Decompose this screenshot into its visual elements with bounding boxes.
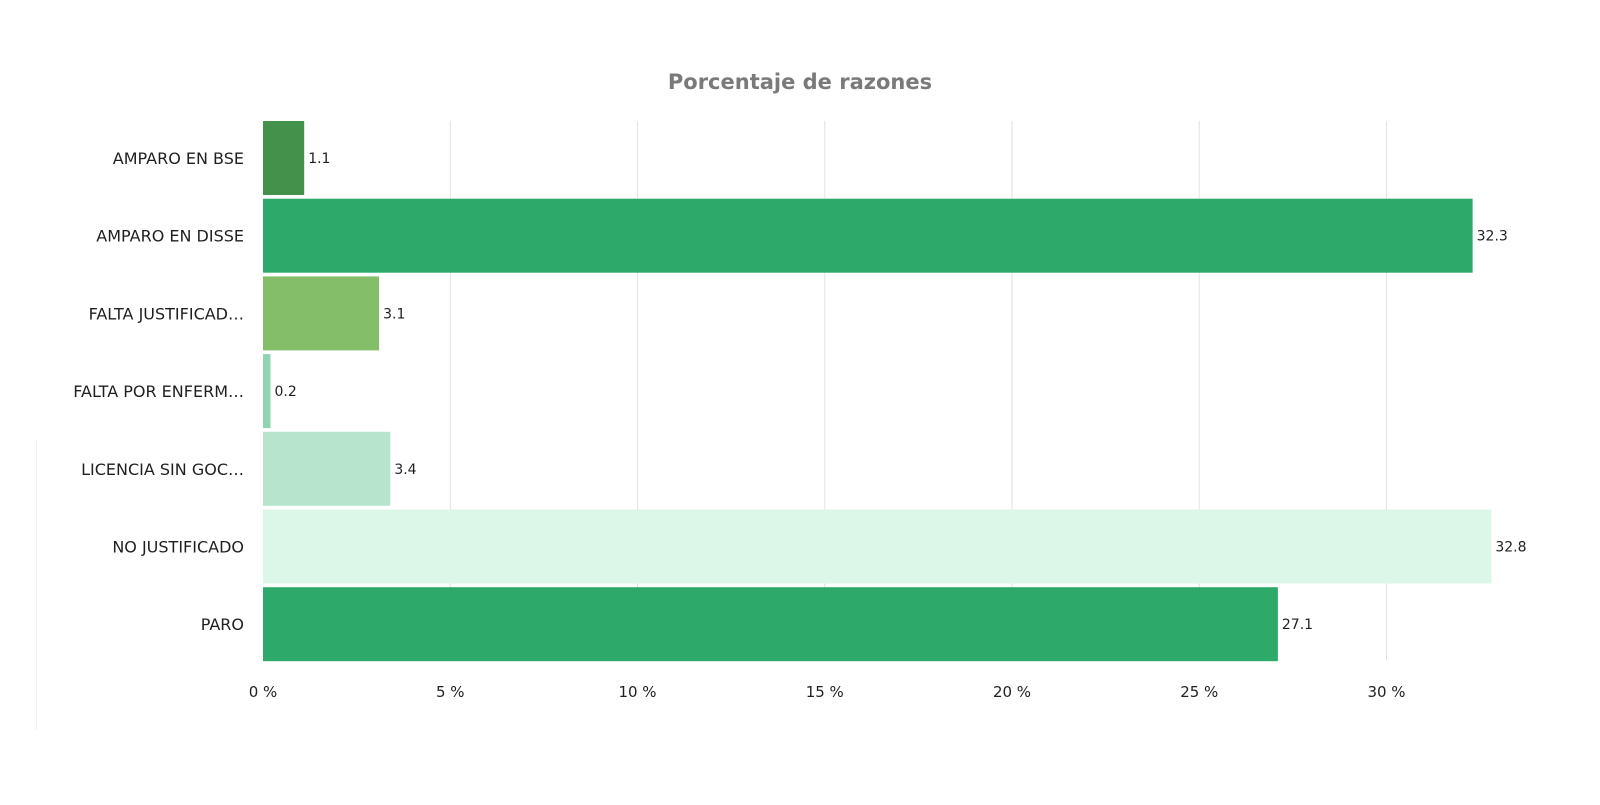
data-label: 32.3 (1477, 229, 1508, 245)
data-label: 32.8 (1495, 540, 1526, 556)
x-tick-label: 10 % (618, 683, 656, 701)
bars (263, 121, 1492, 662)
bar[interactable] (263, 354, 271, 429)
bar[interactable] (263, 198, 1473, 273)
category-labels: AMPARO EN BSE AMPARO EN DISSE FALTA JUSTIF… (73, 149, 244, 634)
category-label: AMPARO EN DISSE (96, 227, 244, 246)
x-tick-label: 20 % (993, 683, 1031, 701)
bar[interactable] (263, 121, 305, 195)
data-label: 3.1 (383, 306, 405, 322)
chart-title: Porcentaje de razones (668, 70, 932, 94)
data-label: 3.4 (394, 462, 416, 478)
category-label: FALTA JUSTIFICAD… (89, 304, 244, 323)
bar[interactable] (263, 587, 1278, 662)
category-label: AMPARO EN BSE (113, 149, 244, 168)
category-label: PARO (201, 615, 244, 634)
category-label: NO JUSTIFICADO (112, 538, 244, 557)
x-tick-label: 25 % (1180, 683, 1218, 701)
category-label: LICENCIA SIN GOC… (81, 460, 244, 479)
data-label: 27.1 (1282, 617, 1313, 633)
bar[interactable] (263, 431, 391, 506)
category-label: FALTA POR ENFERM… (73, 382, 244, 401)
data-label: 0.2 (274, 384, 296, 400)
x-tick-label: 15 % (806, 683, 844, 701)
left-divider (36, 440, 37, 730)
bar[interactable] (263, 276, 380, 351)
data-labels: 1.1 32.3 3.1 0.2 3.4 32.8 27.1 (274, 151, 1526, 633)
bar[interactable] (263, 509, 1492, 584)
x-tick-label: 5 % (436, 683, 465, 701)
x-tick-label: 30 % (1367, 683, 1405, 701)
x-axis-ticks: 0 % 5 % 10 % 15 % 20 % 25 % 30 % (249, 683, 1406, 701)
x-tick-label: 0 % (249, 683, 278, 701)
data-label: 1.1 (308, 151, 330, 167)
